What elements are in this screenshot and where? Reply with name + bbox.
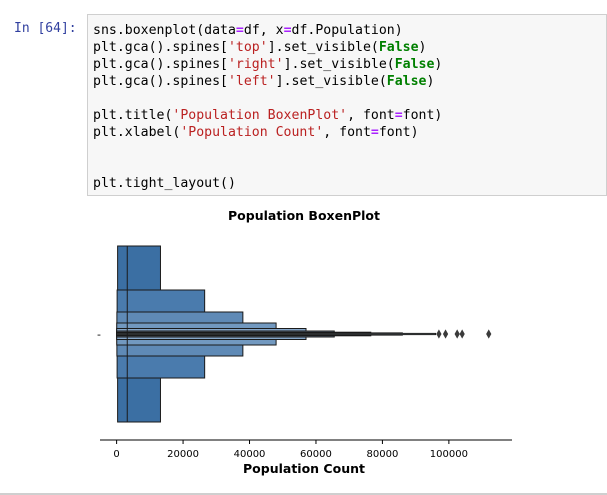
code-line: plt.xlabel('Population Count', font=font…	[93, 125, 419, 140]
code-token: 'right'	[227, 57, 284, 72]
y-tick-label: -	[97, 328, 101, 341]
code-token: 'top'	[227, 40, 268, 55]
code-token: df.Population)	[291, 23, 403, 38]
code-line: plt.gca().spines['top'].set_visible(Fals…	[93, 40, 427, 55]
x-tick-label: 20000	[167, 449, 199, 460]
code-token: 'left'	[227, 74, 276, 89]
x-tick-label: 60000	[300, 449, 332, 460]
code-token: 'Population Count'	[180, 125, 324, 140]
code-token: )	[434, 57, 443, 72]
x-tick-label: 0	[113, 449, 119, 460]
page-bottom-rule	[0, 493, 607, 495]
x-tick-label: 40000	[234, 449, 266, 460]
code-token: plt.xlabel(	[93, 125, 181, 140]
outlier-marker	[442, 329, 449, 339]
boxenplot-chart: Population BoxenPlot - 0 20000 40000 60000 800…	[97, 208, 512, 476]
code-token: 'Population BoxenPlot'	[172, 108, 348, 123]
outlier-marker	[436, 329, 442, 339]
code-token: ].set_visible(	[267, 40, 379, 55]
code-token: ].set_visible(	[275, 74, 387, 89]
code-editor[interactable]: sns.boxenplot(data=df, x=df.Population) …	[93, 22, 442, 192]
input-prompt: In [64]:	[14, 21, 77, 36]
outlier-marker	[454, 329, 460, 339]
x-axis-label: Population Count	[243, 461, 365, 476]
code-token: , font	[347, 108, 395, 123]
code-line: plt.gca().spines['left'].set_visible(Fal…	[93, 74, 434, 89]
code-line: plt.tight_layout()	[93, 176, 236, 191]
code-token: , font	[323, 125, 371, 140]
code-token: font)	[378, 125, 419, 140]
x-tick-label: 80000	[367, 449, 399, 460]
code-token: plt.gca().spines[	[93, 74, 228, 89]
code-token: False	[386, 74, 427, 89]
code-token: =	[235, 23, 244, 38]
code-line: sns.boxenplot(data=df, x=df.Population)	[93, 23, 403, 38]
code-token: )	[426, 74, 435, 89]
code-line: plt.gca().spines['right'].set_visible(Fa…	[93, 57, 442, 72]
outlier-marker	[459, 329, 465, 339]
letter-value-box	[116, 332, 437, 336]
code-token: plt.gca().spines[	[93, 40, 228, 55]
code-token: )	[418, 40, 427, 55]
chart-title: Population BoxenPlot	[228, 208, 380, 223]
x-tick-label: 100000	[430, 449, 468, 460]
code-token: False	[394, 57, 435, 72]
code-token: font)	[402, 108, 443, 123]
code-cell[interactable]: sns.boxenplot(data=df, x=df.Population) …	[87, 14, 607, 196]
code-token: plt.tight_layout()	[93, 176, 236, 191]
code-token: ].set_visible(	[283, 57, 395, 72]
code-token: =	[283, 23, 292, 38]
code-token: =	[394, 108, 403, 123]
code-token: =	[370, 125, 379, 140]
code-line: plt.title('Population BoxenPlot', font=f…	[93, 108, 442, 123]
code-token: df, x	[243, 23, 284, 38]
code-token: sns.boxenplot(data	[93, 23, 236, 38]
outlier-marker	[486, 329, 492, 339]
code-token: plt.gca().spines[	[93, 57, 228, 72]
code-token: False	[378, 40, 419, 55]
code-token: plt.title(	[93, 108, 173, 123]
